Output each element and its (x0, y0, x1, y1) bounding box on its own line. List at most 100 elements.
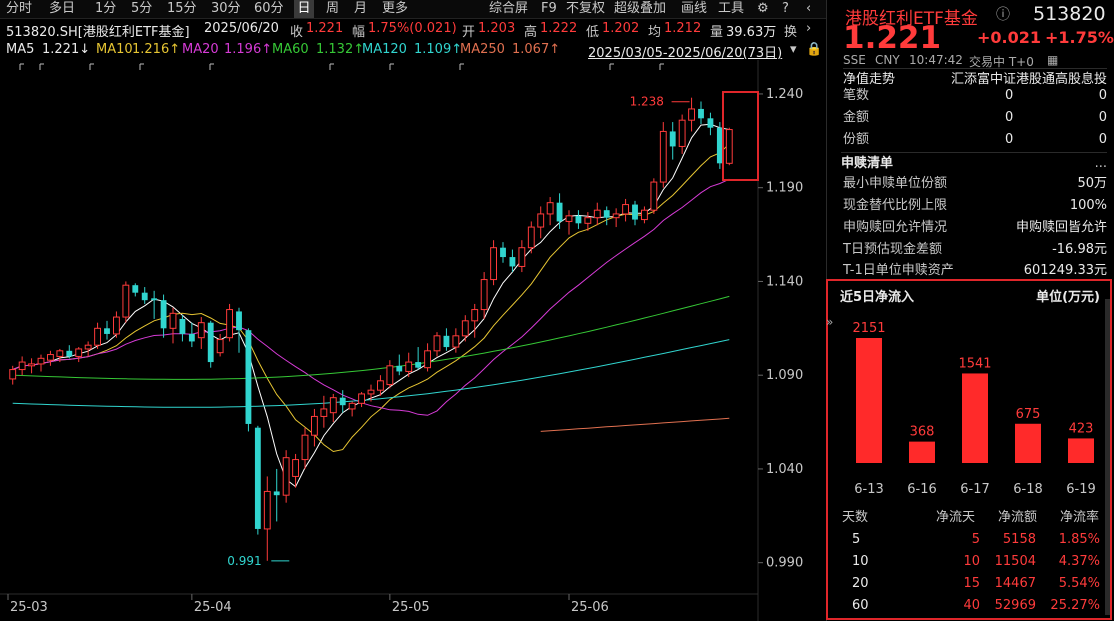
ma10-label: MA10 (96, 42, 133, 57)
candle-body-up (405, 361, 413, 372)
inflow-bar-date: 6-18 (1013, 482, 1043, 497)
lock-icon[interactable]: 🔒 (806, 42, 823, 57)
candle-body-up (282, 457, 290, 496)
table-row: 60 40 52969 25.27% (852, 598, 1100, 613)
quote-info-line: 513820.SH[港股红利ETF基金] 2025/06/20 收 1.221 … (0, 19, 826, 40)
tool-composite-screen[interactable]: 综合屏 (489, 1, 529, 16)
candle-body-down (669, 131, 676, 147)
period-tab-60min[interactable]: 60分 (254, 1, 284, 16)
tool-draw-line[interactable]: 画线 (681, 1, 708, 16)
candle-body-up (433, 335, 441, 352)
x-tick-label: 25-05 (392, 600, 430, 615)
period-tab-15min[interactable]: 15分 (167, 1, 197, 16)
tool-tools[interactable]: 工具 (718, 1, 745, 16)
dropdown-arrow-icon[interactable]: ▾ (790, 42, 797, 57)
y-tick-label: 1.240 (766, 87, 803, 102)
collapse-right-icon[interactable]: › (806, 21, 812, 36)
nav-row[interactable]: 净值走势 汇添富中证港股通高股息投 (843, 68, 1107, 90)
sg-row: 最小申赎单位份额 50万 (843, 176, 1107, 191)
stat-row-amount: 金额 0 0 (843, 110, 1107, 125)
price-change-pct: +1.75% (1045, 28, 1114, 47)
period-tab-week[interactable]: 周 (326, 1, 340, 16)
candle-body-down (415, 362, 422, 368)
candle-body-up (537, 213, 545, 228)
inflow-bar-date: 6-19 (1066, 482, 1096, 497)
y-tick-label: 1.190 (766, 181, 803, 196)
tool-f9[interactable]: F9 (541, 1, 557, 16)
candle-body-up (113, 316, 120, 335)
candle-body-up (612, 213, 620, 219)
collapse-left-icon[interactable]: ‹ (806, 1, 812, 16)
candle-body-up (292, 459, 299, 477)
ma60-value: 1.132↑ (316, 42, 365, 57)
inflow-bar-date: 6-16 (907, 482, 937, 497)
volume-label: 量 (710, 25, 724, 40)
candle-body-up (37, 357, 45, 365)
period-tab-fenshi[interactable]: 分时 (6, 1, 33, 16)
period-toolbar: 分时 多日 1分 5分 15分 30分 60分 日 周 月 更多 综合屏 F9 … (0, 0, 826, 19)
quote-date: 2025/06/20 (204, 21, 279, 36)
gear-icon[interactable]: ⚙ (757, 1, 769, 16)
y-tick-label: 1.090 (766, 368, 803, 383)
volume-value: 39.63万 (726, 25, 777, 40)
candle-body-up (216, 339, 224, 354)
candle-body-down (66, 350, 73, 357)
ma10-value: 1.216↑ (132, 42, 181, 57)
x-tick-label: 25-03 (10, 600, 48, 615)
table-row: 20 15 14467 5.54% (852, 576, 1100, 591)
candle-body-up (263, 490, 271, 530)
currency: CNY (875, 53, 900, 67)
candle-body-up (659, 130, 667, 183)
candle-body-up (348, 402, 356, 410)
period-tab-day[interactable]: 日 (294, 0, 314, 18)
open-value: 1.203 (478, 21, 516, 36)
candle-body-down (556, 202, 563, 222)
info-icon[interactable]: ⓘ (996, 7, 1010, 23)
period-tab-multiday[interactable]: 多日 (49, 1, 76, 16)
scrollbar[interactable] (1105, 299, 1110, 615)
candle-body-down (509, 257, 516, 267)
candle-body-down (188, 333, 195, 342)
inflow-bar (856, 338, 882, 463)
switch-label[interactable]: 换 (784, 25, 798, 40)
chart-grid (0, 60, 759, 621)
inflow-bar-chart: 2151 6-13 368 6-16 1541 6-17 675 6-18 423 6-19 (852, 321, 1096, 497)
candle-body-up (169, 312, 177, 329)
candle-body-up (197, 322, 205, 339)
period-tab-1min[interactable]: 1分 (95, 1, 117, 16)
exchange: SSE (843, 53, 866, 67)
ma5-value: 1.221↓ (42, 42, 91, 57)
inflow-bar (962, 373, 988, 463)
fund-code: 513820 (1033, 3, 1106, 25)
nav-label: 净值走势 (843, 72, 896, 87)
candle-body-up (461, 320, 469, 337)
date-range[interactable]: 2025/03/05-2025/06/20(73日) (588, 46, 783, 61)
more-icon[interactable]: ... (1094, 156, 1107, 171)
help-icon[interactable]: ? (782, 1, 789, 16)
ma250-label: MA250 (460, 42, 505, 57)
inflow-title: 近5日净流入 (840, 290, 915, 305)
calendar-icon[interactable]: ▦ (1047, 53, 1059, 67)
ma5-line (12, 123, 730, 488)
period-tab-more[interactable]: 更多 (382, 1, 409, 16)
candle-body-up (75, 348, 83, 357)
date-axis: 25-03 25-04 25-05 25-06 (7, 594, 609, 615)
candle-body-up (28, 363, 35, 367)
period-tab-30min[interactable]: 30分 (211, 1, 241, 16)
candle-body-up (641, 209, 648, 221)
candle-body-up (650, 181, 658, 211)
candle-body-up (329, 397, 337, 414)
open-label: 开 (462, 25, 476, 40)
index-name: 汇添富中证港股通高股息投 (950, 72, 1107, 87)
period-tab-5min[interactable]: 5分 (131, 1, 153, 16)
fund-title: 港股红利ETF基金 (845, 9, 978, 29)
tool-no-adjust[interactable]: 不复权 (566, 1, 606, 16)
candle-body-down (339, 397, 346, 406)
candle-body-up (386, 365, 394, 386)
low-price-label: 0.991 (227, 554, 261, 568)
period-tab-month[interactable]: 月 (354, 1, 368, 16)
expand-icon[interactable]: » (826, 315, 834, 329)
candle-body-up (584, 217, 592, 224)
tool-super-overlay[interactable]: 超级叠加 (614, 1, 667, 16)
